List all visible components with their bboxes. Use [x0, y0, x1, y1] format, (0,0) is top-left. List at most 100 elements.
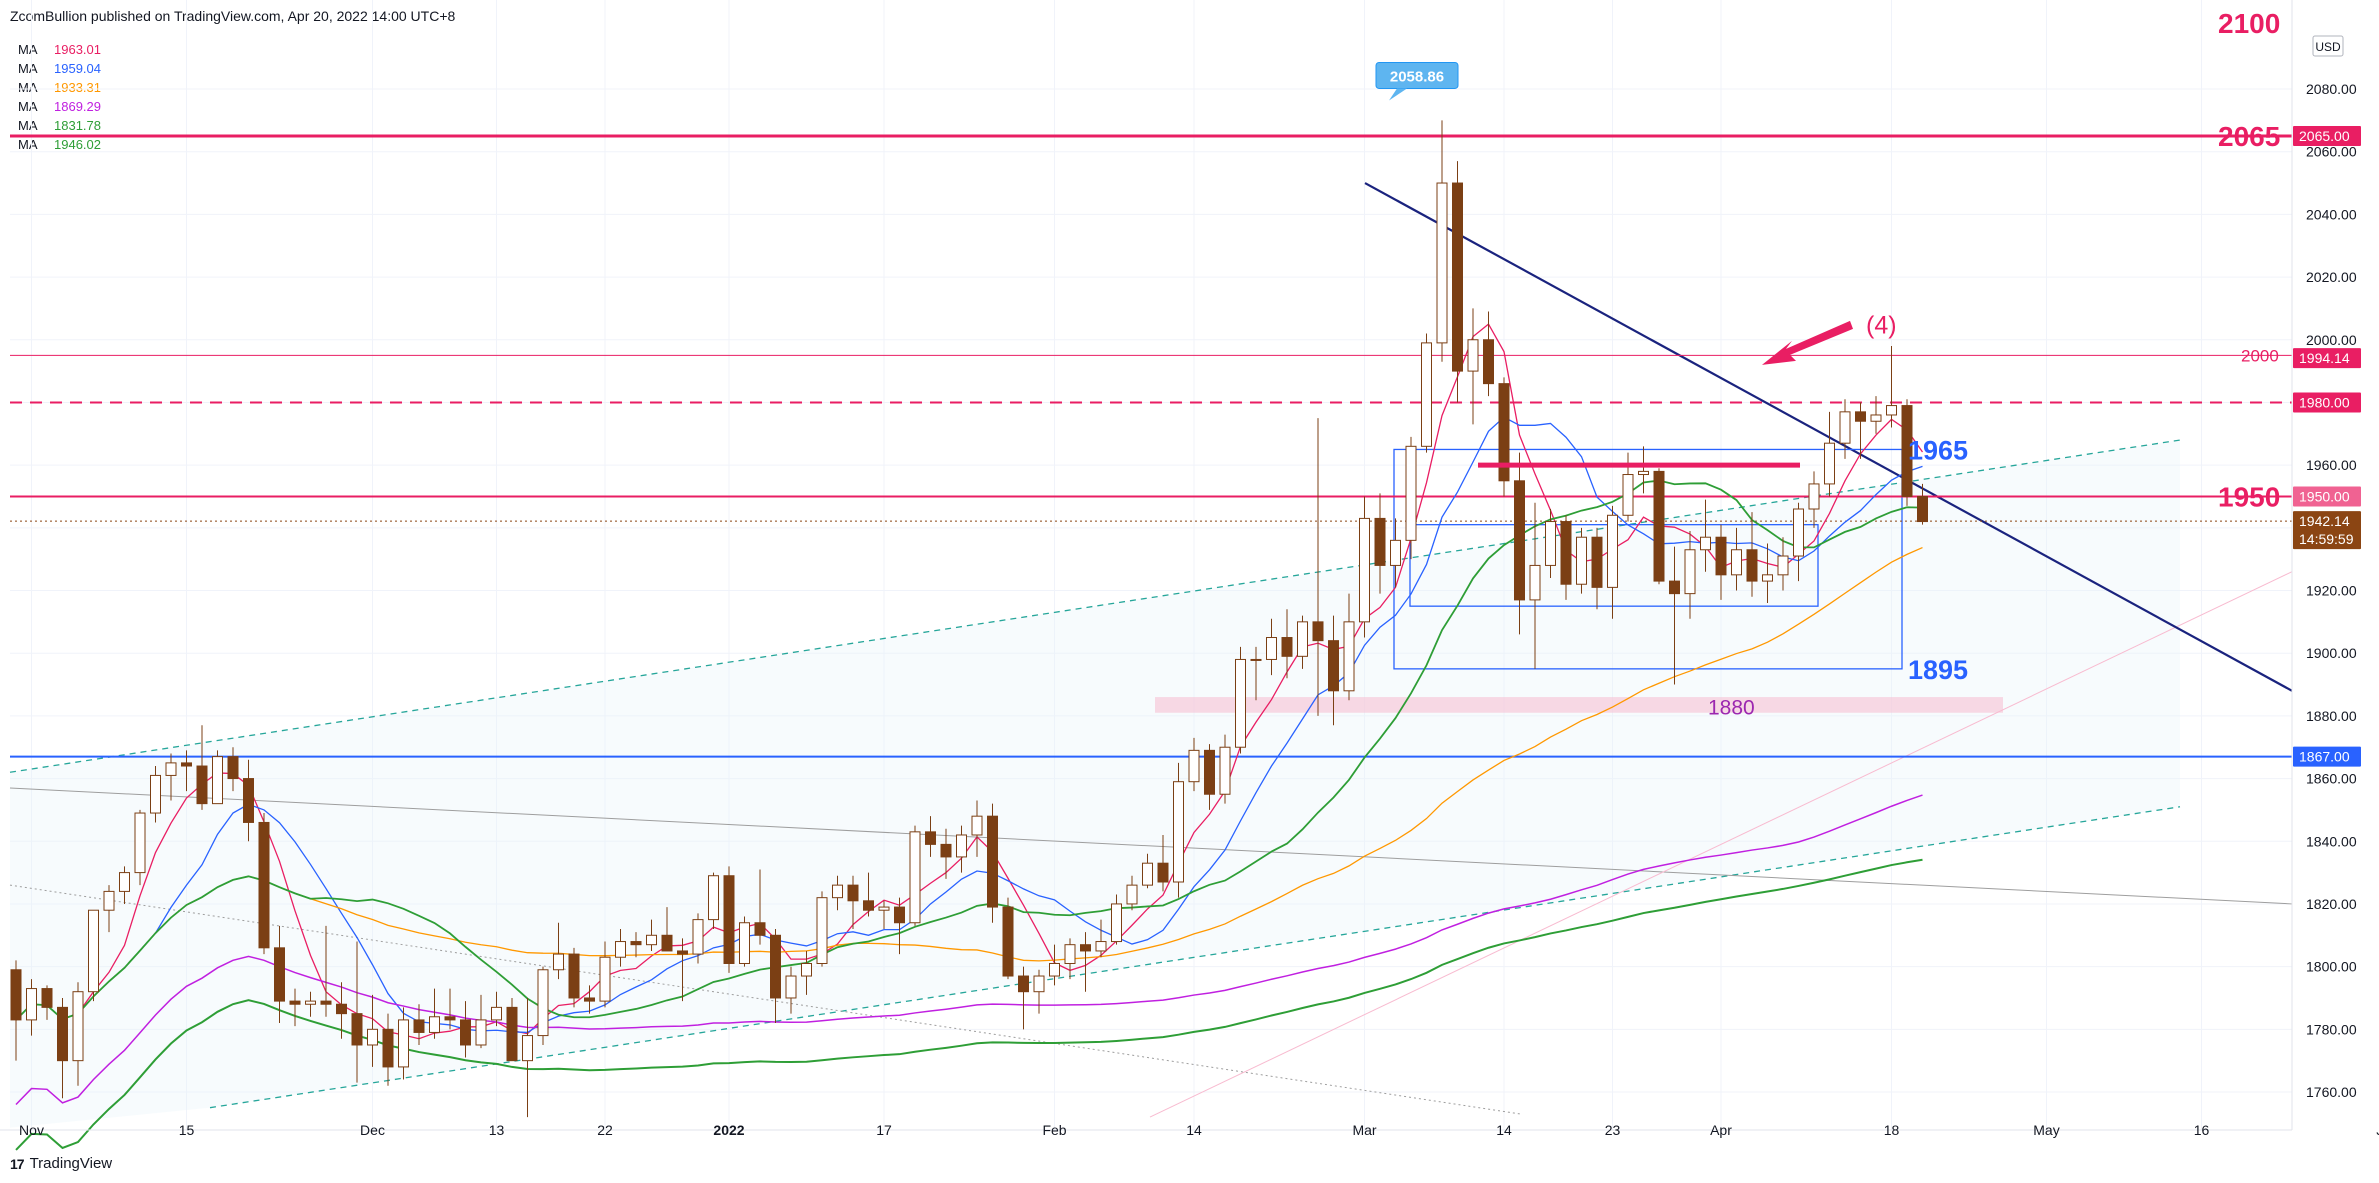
- price-tag-label: 1942.14: [2299, 513, 2350, 529]
- gray-trend-line: [9, 787, 2293, 905]
- candle-body: [925, 831, 936, 845]
- candle-body: [568, 953, 580, 999]
- candle-body: [72, 991, 84, 1062]
- candle-body: [1126, 884, 1138, 905]
- candle-body: [1111, 903, 1122, 943]
- price-tick-label: 1820.00: [2306, 896, 2357, 912]
- price-tick-label: 2020.00: [2306, 269, 2357, 285]
- candle-body: [584, 997, 595, 1002]
- candle-body: [475, 1019, 487, 1046]
- ma-value: 1869.29: [54, 99, 101, 114]
- time-tick-label: Jun: [2376, 1122, 2379, 1138]
- candle-body: [1080, 944, 1091, 952]
- time-tick-label: Apr: [1710, 1122, 1732, 1138]
- candle-body: [1855, 411, 1866, 422]
- channel-lower-line: [209, 806, 2181, 1109]
- time-tick-label: May: [2033, 1122, 2059, 1138]
- time-tick-label: 14: [1186, 1122, 1202, 1138]
- ma-legend-row[interactable]: MA 1933.31: [18, 78, 101, 97]
- candles[interactable]: [10, 120, 1928, 1118]
- candle-body: [863, 900, 874, 911]
- candle-body: [212, 756, 223, 805]
- time-axis[interactable]: Nov 15 Dec 13 22 2022 17 Feb 14 Mar 14 23 Apr 18 May 16…: [0, 1122, 2379, 1138]
- ma-label: MA: [18, 80, 38, 95]
- ma-legend-row[interactable]: MA 1869.29: [18, 97, 101, 116]
- candle-body: [677, 950, 688, 955]
- candle-body: [1824, 442, 1835, 485]
- candle-body: [615, 941, 626, 958]
- candle-body: [1157, 862, 1169, 883]
- candle-body: [1436, 182, 1448, 344]
- candle-body: [1622, 474, 1634, 516]
- ma-label: MA: [18, 118, 38, 133]
- price-tag: [2293, 392, 2361, 413]
- candle-body: [1808, 483, 1820, 510]
- candle-body: [1421, 342, 1432, 447]
- candle-body: [196, 765, 208, 805]
- price-tick-label: 1960.00: [2306, 457, 2357, 473]
- moving-averages: [15, 323, 1924, 1151]
- candle-body: [351, 1013, 363, 1046]
- high-callout[interactable]: 2058.86: [1375, 61, 1459, 101]
- candle-body: [274, 947, 285, 1002]
- time-tick-label: 18: [1884, 1122, 1900, 1138]
- price-tick-label: 1900.00: [2306, 645, 2357, 661]
- candle-body: [1793, 508, 1804, 557]
- price-tag-label: 2065.00: [2299, 128, 2350, 144]
- candle-body: [1219, 746, 1231, 795]
- ma-legend-row[interactable]: MA 1963.01: [18, 40, 101, 59]
- time-tick-label: 17: [876, 1122, 892, 1138]
- candle-body: [1746, 549, 1758, 582]
- currency-badge[interactable]: USD: [2312, 35, 2344, 57]
- candle-body: [1312, 621, 1324, 642]
- ma-legend-row[interactable]: MA 1831.78: [18, 116, 101, 135]
- moving-average-line: [15, 323, 1924, 1040]
- candle-body: [1731, 549, 1742, 576]
- ma-legend-row[interactable]: MA 1946.02: [18, 135, 101, 154]
- moving-average-line: [15, 794, 1923, 1106]
- candle-body: [1266, 637, 1277, 660]
- time-tick-label: Feb: [1042, 1122, 1066, 1138]
- price-axis[interactable]: 2100 USD 2080.00 2060.00 2040.00 2020.00 200…: [2218, 0, 2361, 1130]
- candle-body: [987, 815, 998, 908]
- countdown-label: 14:59:59: [2299, 531, 2354, 547]
- candle-body: [754, 922, 766, 936]
- candle-body: [971, 815, 983, 836]
- candle-body: [708, 875, 719, 921]
- candle-body: [723, 875, 735, 964]
- candle-body: [336, 1003, 347, 1015]
- price-tag: [2293, 486, 2361, 507]
- candle-body: [847, 884, 859, 902]
- candle-body: [367, 1028, 378, 1046]
- price-tag: [2293, 511, 2361, 550]
- horizontal-levels: [10, 134, 2292, 758]
- time-tick-label: 14: [1496, 1122, 1512, 1138]
- candle-body: [1405, 445, 1417, 541]
- candle-body: [429, 1016, 440, 1033]
- candle-body: [413, 1019, 425, 1033]
- candle-body: [801, 962, 812, 977]
- price-tag-label: 1980.00: [2299, 394, 2350, 410]
- candle-body: [57, 1006, 68, 1062]
- candle-body: [1700, 536, 1711, 551]
- candle-body: [1669, 580, 1680, 595]
- candle-body: [878, 906, 890, 911]
- label-1880: 1880: [1708, 696, 1755, 719]
- candle-body: [1064, 944, 1076, 964]
- footer-brand[interactable]: 17 TradingView: [10, 1155, 112, 1172]
- candle-body: [894, 906, 905, 924]
- ma-label: MA: [18, 137, 38, 152]
- label-2100-partial: 2100: [2218, 8, 2280, 39]
- candle-body: [10, 969, 22, 1021]
- ma-legend-row[interactable]: MA 1959.04: [18, 59, 101, 78]
- candle-body: [661, 934, 673, 952]
- ma-value: 1959.04: [54, 61, 101, 76]
- price-tick-label: 1800.00: [2306, 959, 2357, 975]
- grid: [10, 0, 2292, 1130]
- time-tick-label: 13: [489, 1122, 505, 1138]
- moving-average-line: [15, 546, 1923, 1021]
- candle-body: [1870, 414, 1882, 422]
- candle-body: [1374, 517, 1386, 566]
- zone-1880: [1155, 697, 2003, 713]
